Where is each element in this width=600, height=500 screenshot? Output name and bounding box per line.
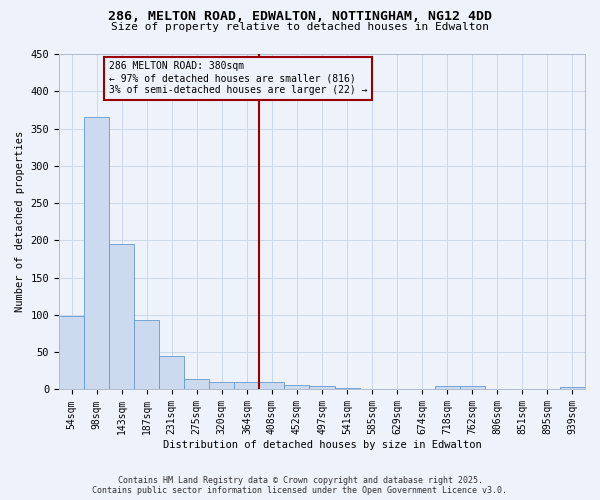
Text: Size of property relative to detached houses in Edwalton: Size of property relative to detached ho…	[111, 22, 489, 32]
Bar	[84, 118, 109, 390]
Bar	[235, 382, 259, 390]
Text: 286 MELTON ROAD: 380sqm
← 97% of detached houses are smaller (816)
3% of semi-de: 286 MELTON ROAD: 380sqm ← 97% of detache…	[109, 62, 368, 94]
Bar	[560, 387, 585, 390]
Bar	[485, 388, 510, 390]
Bar	[184, 379, 209, 390]
Bar	[435, 386, 460, 390]
X-axis label: Distribution of detached houses by size in Edwalton: Distribution of detached houses by size …	[163, 440, 481, 450]
Text: 286, MELTON ROAD, EDWALTON, NOTTINGHAM, NG12 4DD: 286, MELTON ROAD, EDWALTON, NOTTINGHAM, …	[108, 10, 492, 23]
Bar	[109, 244, 134, 390]
Bar	[460, 386, 485, 390]
Bar	[134, 320, 159, 390]
Bar	[259, 382, 284, 390]
Bar	[359, 388, 385, 390]
Bar	[159, 356, 184, 390]
Bar	[335, 388, 359, 390]
Bar	[284, 385, 310, 390]
Text: Contains HM Land Registry data © Crown copyright and database right 2025.
Contai: Contains HM Land Registry data © Crown c…	[92, 476, 508, 495]
Bar	[59, 316, 84, 390]
Bar	[209, 382, 235, 390]
Bar	[310, 386, 335, 390]
Y-axis label: Number of detached properties: Number of detached properties	[15, 131, 25, 312]
